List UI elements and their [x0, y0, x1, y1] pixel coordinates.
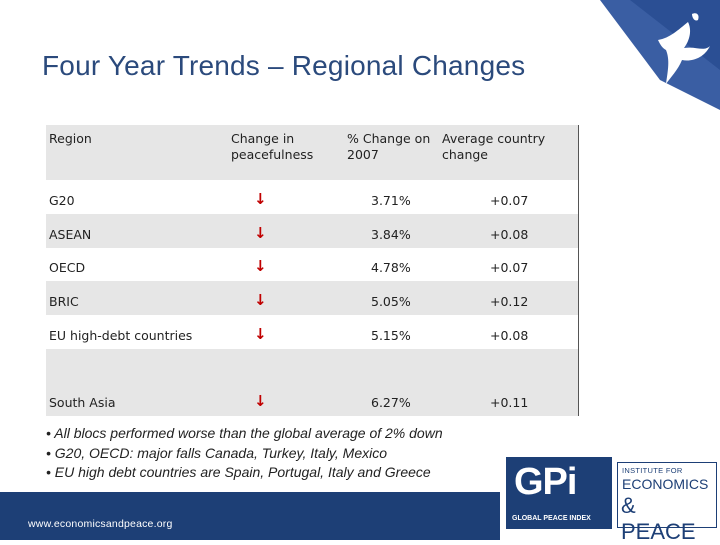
- row-region: BRIC: [49, 294, 79, 309]
- regional-changes-table: Region Change in peacefulness % Change o…: [46, 125, 579, 416]
- row-pct: 3.84%: [371, 227, 411, 242]
- row-region: ASEAN: [49, 227, 92, 242]
- down-arrow-icon: ↓: [254, 190, 267, 208]
- row-pct: 4.78%: [371, 260, 411, 275]
- header-change: Change in peacefulness: [231, 131, 314, 162]
- down-arrow-icon: ↓: [254, 392, 267, 410]
- gpi-logo-text: GPi: [514, 461, 577, 503]
- gpi-logo: GPi GLOBAL PEACE INDEX: [506, 457, 612, 529]
- row-avg: +0.07: [490, 260, 529, 275]
- down-arrow-icon: ↓: [254, 257, 267, 275]
- row-avg: +0.08: [490, 227, 529, 242]
- dove-corner-decoration: [600, 0, 720, 110]
- iep-logo-line1: INSTITUTE FOR: [622, 466, 683, 475]
- page-title: Four Year Trends – Regional Changes: [42, 50, 526, 81]
- down-arrow-icon: ↓: [254, 325, 267, 343]
- row-pct: 5.15%: [371, 328, 411, 343]
- note-item: • G20, OECD: major falls Canada, Turkey,…: [46, 444, 388, 461]
- table-row: ASEAN ↓ 3.84% +0.08: [46, 214, 579, 248]
- row-avg: +0.08: [490, 328, 529, 343]
- iep-logo: INSTITUTE FOR ECONOMICS & PEACE: [617, 462, 717, 544]
- header-avg-line1: Average country: [442, 131, 546, 146]
- table-row: BRIC ↓ 5.05% +0.12: [46, 281, 579, 315]
- table-row: OECD ↓ 4.78% +0.07: [46, 248, 579, 281]
- iep-logo-line2: ECONOMICS: [622, 476, 709, 492]
- down-arrow-icon: ↓: [254, 224, 267, 242]
- iep-logo-line3: & PEACE: [621, 493, 696, 544]
- row-avg: +0.11: [490, 395, 529, 410]
- header-pct-change: % Change on 2007: [347, 131, 430, 163]
- footer-url-link[interactable]: www.economicsandpeace.org: [28, 518, 173, 530]
- footer-bar: [0, 492, 500, 540]
- row-region: South Asia: [49, 395, 116, 410]
- table-row: South Asia ↓ 6.27% +0.11: [46, 349, 579, 416]
- row-avg: +0.07: [490, 193, 529, 208]
- down-arrow-icon: ↓: [254, 291, 267, 309]
- row-avg: +0.12: [490, 294, 529, 309]
- header-avg-line2: change: [442, 147, 489, 162]
- table-row: G20 ↓ 3.71% +0.07: [46, 180, 579, 214]
- row-pct: 3.71%: [371, 193, 411, 208]
- table-header: Region Change in peacefulness % Change o…: [46, 125, 579, 180]
- row-region: EU high-debt countries: [49, 328, 193, 343]
- header-pct-line1: % Change on: [347, 131, 431, 146]
- row-pct: 6.27%: [371, 395, 411, 410]
- row-pct: 5.05%: [371, 294, 411, 309]
- row-region: OECD: [49, 260, 86, 275]
- bullet-notes: • All blocs performed worse than the glo…: [46, 424, 443, 483]
- header-pct-line2: 2007: [347, 147, 379, 162]
- gpi-logo-subtitle: GLOBAL PEACE INDEX: [512, 515, 591, 522]
- note-item: • EU high debt countries are Spain, Port…: [46, 464, 431, 480]
- table-row: EU high-debt countries ↓ 5.15% +0.08: [46, 315, 579, 349]
- header-region: Region: [49, 131, 92, 146]
- note-item: • All blocs performed worse than the glo…: [46, 425, 443, 441]
- row-region: G20: [49, 193, 75, 208]
- header-avg-change: Average country change: [442, 131, 545, 163]
